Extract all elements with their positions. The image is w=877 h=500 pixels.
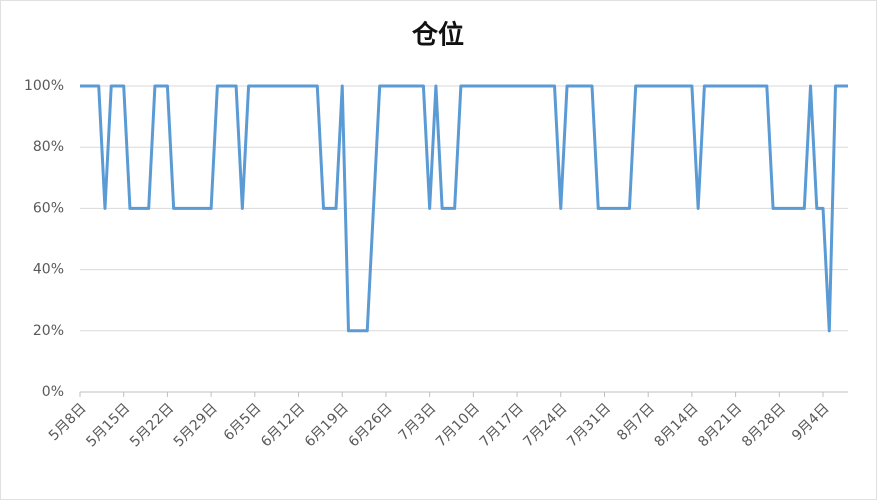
y-tick-label: 40% — [33, 262, 64, 278]
y-tick-label: 0% — [42, 384, 64, 400]
line-series — [80, 84, 848, 333]
y-tick-label: 80% — [33, 139, 64, 155]
y-tick-label: 100% — [24, 78, 64, 94]
y-tick-label: 60% — [33, 200, 64, 216]
chart-title: 仓位 — [411, 20, 464, 51]
y-tick-label: 20% — [33, 323, 64, 339]
